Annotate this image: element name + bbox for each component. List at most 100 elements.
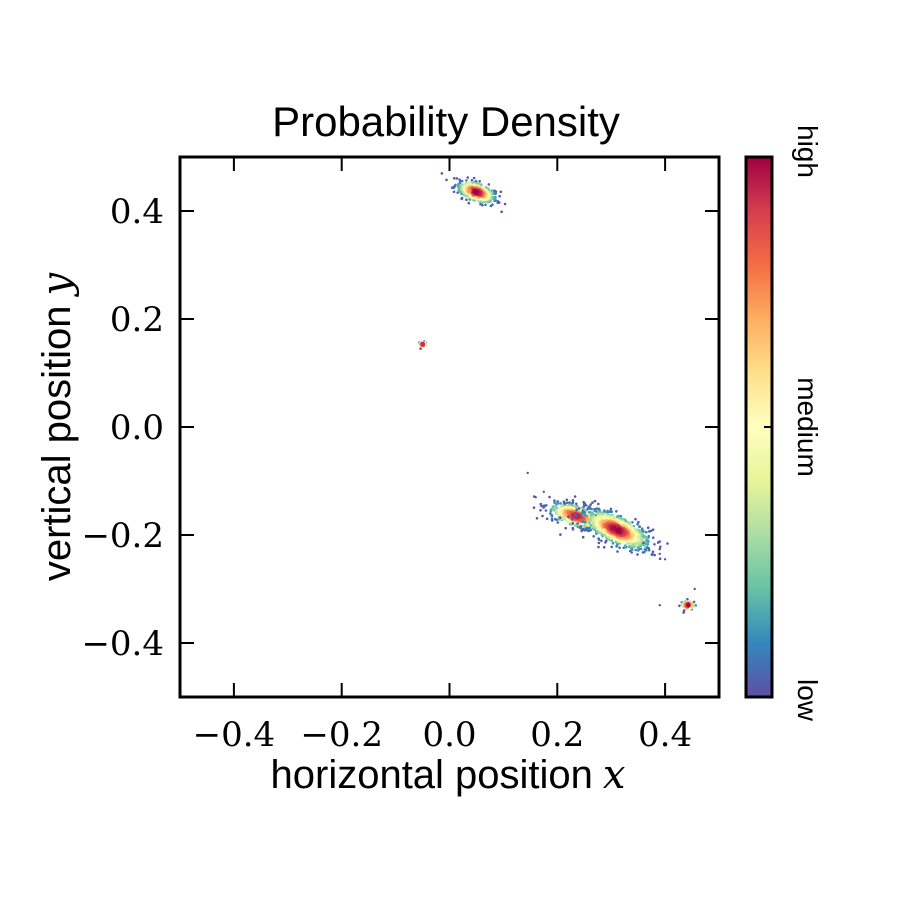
density-points bbox=[418, 172, 697, 614]
density-point bbox=[597, 541, 601, 545]
density-point bbox=[656, 541, 660, 544]
plot-frame bbox=[178, 155, 721, 699]
density-point bbox=[637, 545, 640, 549]
density-point bbox=[647, 536, 650, 539]
density-point bbox=[563, 502, 567, 505]
colorbar-label: high bbox=[792, 125, 823, 178]
density-point bbox=[594, 507, 598, 511]
density-point bbox=[493, 195, 496, 199]
y-tick-label: −0.4 bbox=[81, 624, 164, 664]
x-axis-ticks: −0.4 −0.2 0.0 0.2 0.4 bbox=[193, 157, 692, 755]
density-point bbox=[586, 506, 590, 510]
density-point bbox=[577, 507, 581, 510]
colorbar-label: medium bbox=[792, 377, 823, 477]
density-point bbox=[640, 528, 644, 532]
density-point bbox=[639, 547, 643, 551]
density-point bbox=[583, 502, 586, 506]
x-tick-label: 0.4 bbox=[638, 715, 692, 755]
y-tick-label: −0.2 bbox=[81, 516, 164, 556]
density-point bbox=[623, 544, 627, 547]
density-point bbox=[653, 553, 656, 557]
density-point bbox=[645, 545, 648, 549]
density-point bbox=[559, 533, 562, 536]
density-point bbox=[571, 522, 574, 525]
density-point bbox=[553, 501, 556, 504]
density-point bbox=[614, 527, 619, 533]
density-point bbox=[554, 503, 558, 506]
density-point bbox=[420, 341, 426, 347]
x-axis-variable: x bbox=[603, 752, 626, 798]
density-point bbox=[466, 176, 470, 179]
chart-title: Probability Density bbox=[272, 98, 620, 145]
density-point bbox=[493, 189, 496, 193]
density-point bbox=[484, 203, 487, 207]
density-point bbox=[604, 541, 607, 544]
density-point bbox=[583, 520, 587, 524]
x-axis-label: horizontal position x bbox=[271, 752, 626, 798]
density-point bbox=[568, 501, 571, 504]
density-point bbox=[634, 517, 637, 521]
density-point bbox=[535, 517, 539, 520]
density-point bbox=[597, 502, 600, 506]
density-point bbox=[574, 514, 578, 517]
density-point bbox=[548, 495, 551, 499]
density-point bbox=[555, 518, 558, 522]
density-point bbox=[614, 540, 618, 544]
density-point bbox=[585, 504, 588, 507]
density-point bbox=[602, 546, 606, 549]
density-point bbox=[597, 545, 600, 549]
density-point bbox=[616, 542, 619, 546]
density-point bbox=[487, 183, 491, 186]
density-point bbox=[549, 510, 553, 513]
outlier-point bbox=[658, 604, 661, 607]
density-point bbox=[565, 498, 569, 502]
density-point bbox=[474, 189, 479, 195]
density-point bbox=[606, 511, 610, 514]
density-point bbox=[593, 499, 597, 503]
density-point bbox=[600, 539, 603, 543]
density-point bbox=[579, 525, 583, 528]
density-point bbox=[549, 512, 552, 515]
density-point bbox=[658, 557, 662, 560]
outlier-point bbox=[526, 471, 529, 475]
outlier-point bbox=[545, 504, 548, 507]
density-point bbox=[491, 203, 494, 206]
density-point bbox=[588, 510, 591, 514]
density-point bbox=[638, 525, 641, 528]
density-point bbox=[452, 190, 456, 194]
density-point bbox=[686, 603, 691, 608]
density-point bbox=[564, 526, 567, 530]
density-point bbox=[479, 202, 482, 206]
x-axis-label-text: horizontal position bbox=[271, 753, 593, 797]
x-tick-label: 0.0 bbox=[422, 715, 476, 755]
density-point bbox=[571, 526, 575, 530]
density-point bbox=[615, 515, 619, 519]
density-point bbox=[585, 514, 589, 518]
density-point bbox=[567, 515, 570, 519]
density-point bbox=[467, 201, 471, 205]
outlier-point bbox=[534, 496, 537, 499]
density-point bbox=[575, 508, 578, 512]
density-point bbox=[478, 180, 482, 183]
density-point bbox=[470, 178, 474, 182]
density-point bbox=[419, 347, 422, 350]
density-point bbox=[598, 509, 601, 512]
colorbar-ticks: high medium low bbox=[764, 125, 823, 722]
outlier-point bbox=[663, 558, 667, 561]
density-point bbox=[503, 202, 507, 206]
density-point bbox=[608, 510, 612, 513]
density-point bbox=[682, 609, 686, 612]
density-point bbox=[558, 516, 562, 519]
density-point bbox=[472, 176, 476, 180]
density-point bbox=[455, 177, 459, 180]
density-point bbox=[452, 177, 456, 180]
outlier-point bbox=[496, 200, 500, 203]
density-point bbox=[597, 537, 600, 540]
density-point bbox=[500, 210, 503, 214]
x-tick-label: −0.2 bbox=[300, 715, 383, 755]
density-point bbox=[588, 526, 592, 530]
density-point bbox=[581, 535, 585, 539]
y-tick-label: 0.4 bbox=[110, 192, 164, 232]
density-point bbox=[532, 506, 536, 510]
outlier-point bbox=[658, 552, 661, 556]
